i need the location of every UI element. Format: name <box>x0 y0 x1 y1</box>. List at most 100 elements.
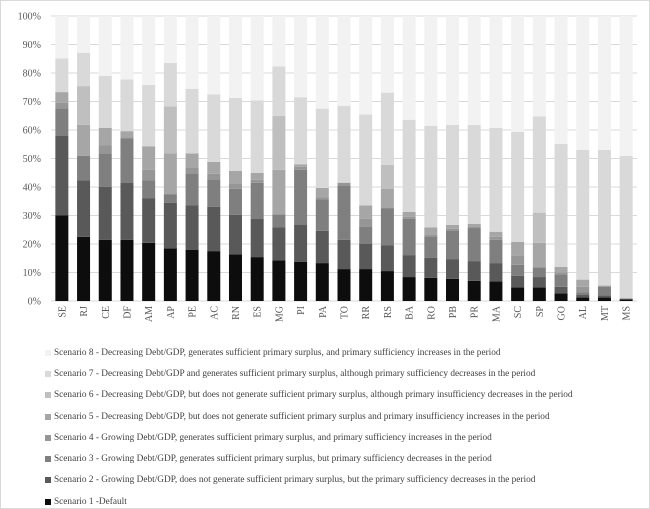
bar-segment-SE-scenario-4 <box>55 102 69 109</box>
bar-segment-PA-scenario-1 <box>315 263 329 301</box>
x-tick-label: RR <box>361 306 372 320</box>
bar-segment-MA-scenario-7 <box>489 128 503 232</box>
bar-segment-MS-scenario-1 <box>619 299 633 301</box>
bar-segment-AC-scenario-3 <box>207 179 221 207</box>
legend-swatch <box>45 370 51 377</box>
bar-segment-AL-scenario-5 <box>576 279 590 287</box>
bar-segment-ES-scenario-5 <box>250 172 264 180</box>
bar-segment-PB-scenario-4 <box>446 228 460 231</box>
bar-segment-RS-scenario-5 <box>380 188 394 209</box>
bar-segment-AC-scenario-8 <box>207 16 221 95</box>
bar-segment-RJ-scenario-1 <box>77 236 91 301</box>
bar-segment-CE-scenario-4 <box>98 145 112 154</box>
y-tick-label: 10% <box>23 268 41 279</box>
bar-segment-BA-scenario-7 <box>402 119 416 212</box>
bar-segment-TO-scenario-4 <box>337 182 351 186</box>
legend-item: Scenario 6 - Decreasing Debt/GDP, but do… <box>45 385 573 406</box>
bar-segment-MT-scenario-4 <box>597 285 611 287</box>
bar-segment-AL-scenario-3 <box>576 292 590 296</box>
bar-segment-CE-scenario-5 <box>98 128 112 146</box>
legend-label: Scenario 6 - Decreasing Debt/GDP, but do… <box>54 390 573 401</box>
x-tick-label: SE <box>57 306 68 318</box>
bar-segment-RO-scenario-8 <box>424 16 438 126</box>
bar-segment-MS-scenario-3 <box>619 298 633 300</box>
bar-segment-MG-scenario-8 <box>272 16 286 67</box>
bar-segment-MT-scenario-3 <box>597 286 611 296</box>
bar-segment-CE-scenario-7 <box>98 75 112 129</box>
bar-segment-RJ-scenario-2 <box>77 180 91 237</box>
bar-segment-PE-scenario-8 <box>185 16 199 89</box>
bar-segment-TO-scenario-3 <box>337 185 351 240</box>
x-tick-label: RN <box>231 306 242 320</box>
bar-segment-SP-scenario-2 <box>532 277 546 288</box>
bar-segment-PI-scenario-8 <box>294 16 308 98</box>
bar-segment-SC-scenario-5 <box>511 242 525 256</box>
bar-segment-MT-scenario-2 <box>597 295 611 298</box>
bar-segment-AM-scenario-7 <box>142 84 156 147</box>
bar-segment-RS-scenario-7 <box>380 92 394 165</box>
bar-segment-AM-scenario-5 <box>142 146 156 170</box>
bar-segment-RR-scenario-7 <box>359 114 373 206</box>
bar-segment-PR-scenario-3 <box>467 228 481 262</box>
bar-segment-AL-scenario-7 <box>576 149 590 280</box>
bar-segment-PI-scenario-5 <box>294 164 308 167</box>
bar-segment-SC-scenario-2 <box>511 275 525 288</box>
bar-segment-PA-scenario-4 <box>315 197 329 200</box>
y-tick-label: 50% <box>23 154 41 165</box>
bar-segment-AP-scenario-8 <box>163 16 177 64</box>
bar-segment-MA-scenario-1 <box>489 281 503 301</box>
bar-segment-MG-scenario-1 <box>272 260 286 301</box>
legend-swatch <box>45 434 51 441</box>
bar-segment-DF-scenario-4 <box>120 137 134 139</box>
bar-segment-RN-scenario-4 <box>228 183 242 189</box>
bar-segment-GO-scenario-4 <box>554 272 568 275</box>
bar-segment-RO-scenario-5 <box>424 227 438 235</box>
x-tick-label: PA <box>318 305 329 318</box>
bar-segment-PB-scenario-3 <box>446 230 460 260</box>
bar-segment-RJ-scenario-3 <box>77 155 91 181</box>
bar-segment-TO-scenario-7 <box>337 106 351 183</box>
bar-segment-RS-scenario-6 <box>380 164 394 189</box>
legend-swatch <box>45 477 51 484</box>
bar-segment-MA-scenario-3 <box>489 239 503 264</box>
bar-segment-MG-scenario-5 <box>272 169 286 215</box>
bar-segment-RR-scenario-1 <box>359 269 373 301</box>
bar-segment-PI-scenario-7 <box>294 97 308 165</box>
bar-segment-PR-scenario-7 <box>467 124 481 224</box>
stacked-bar-chart: 0% 10% 20% 30% 40% 50% 60% 70% 80% 90% 100% SE RJ CE D… <box>18 12 637 322</box>
bar-segment-AL-scenario-4 <box>576 286 590 293</box>
bar-segment-AM-scenario-3 <box>142 180 156 199</box>
x-tick-label: AC <box>209 306 220 320</box>
bar-segment-PI-scenario-2 <box>294 224 308 262</box>
bar-segment-PE-scenario-4 <box>185 167 199 174</box>
bar-segment-CE-scenario-2 <box>98 186 112 240</box>
legend-label: Scenario 1 -Default <box>54 496 127 507</box>
bar-segment-RO-scenario-1 <box>424 277 438 301</box>
x-tick-label: MS <box>622 306 633 320</box>
legend-label: Scenario 5 - Decreasing Debt/GDP, but do… <box>54 411 550 422</box>
x-tick-label: ES <box>253 306 264 318</box>
bar-segment-SC-scenario-4 <box>511 255 525 265</box>
bar-segment-MG-scenario-7 <box>272 66 286 117</box>
x-tick-label: AL <box>578 306 589 319</box>
bar-segment-PE-scenario-7 <box>185 88 199 154</box>
y-tick-label: 40% <box>23 183 41 194</box>
bar-segment-BA-scenario-5 <box>402 211 416 217</box>
bar-segment-DF-scenario-3 <box>120 138 134 184</box>
bar-segment-MA-scenario-2 <box>489 263 503 282</box>
bar-segment-ES-scenario-3 <box>250 182 264 219</box>
bar-segment-RN-scenario-3 <box>228 188 242 215</box>
bar-segment-CE-scenario-1 <box>98 239 112 301</box>
bar-segment-BA-scenario-8 <box>402 16 416 120</box>
x-tick-label: PI <box>296 306 307 315</box>
legend-label: Scenario 7 - Decreasing Debt/GDP and gen… <box>54 368 536 379</box>
x-tick-label: MA <box>491 305 502 322</box>
bar-segment-RO-scenario-4 <box>424 234 438 237</box>
legend-swatch <box>45 456 51 463</box>
bar-segment-BA-scenario-4 <box>402 216 416 219</box>
bar-segment-SE-scenario-1 <box>55 215 69 301</box>
bar-segment-AP-scenario-1 <box>163 248 177 301</box>
legend-swatch <box>45 349 51 356</box>
bar-segment-MT-scenario-1 <box>597 297 611 301</box>
bar-segment-SE-scenario-7 <box>55 58 69 93</box>
